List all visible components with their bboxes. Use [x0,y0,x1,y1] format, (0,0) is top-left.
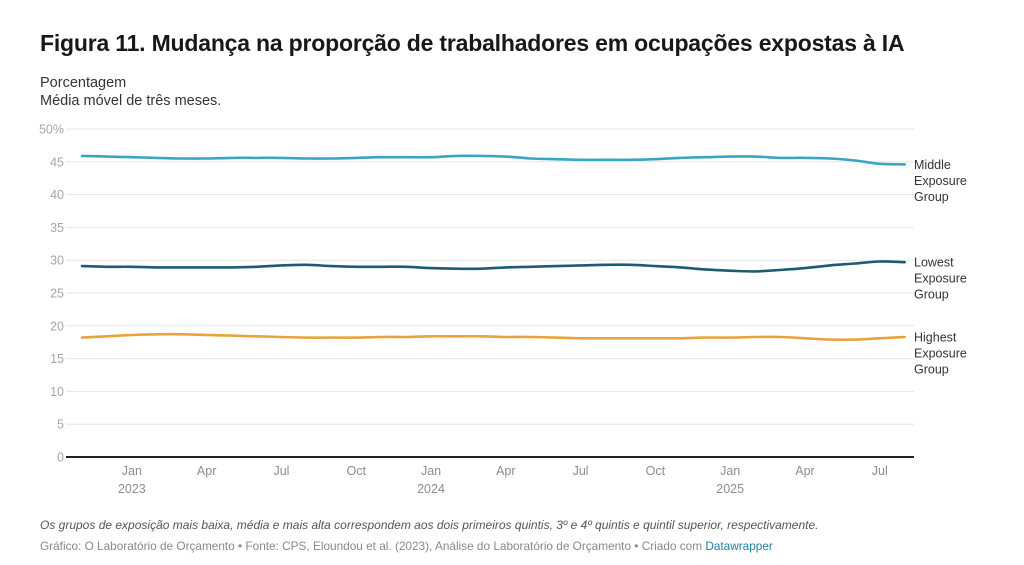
subtitle-description: Média móvel de três meses. [40,93,222,109]
y-tick-label: 50% [39,123,64,137]
x-tick-label: Jan [720,464,740,478]
y-tick-label: 40 [50,188,64,202]
x-tick-label: Jul [273,464,289,478]
series-label-line: Exposure [914,174,967,188]
series-line-lowest-exposure-group [80,260,906,273]
series-label-line: Exposure [914,346,967,360]
x-tick-year-label: 2024 [417,482,445,496]
x-tick-label: Oct [347,464,367,478]
series-lines [80,154,906,342]
series-label-line: Middle [914,158,951,172]
chart-notes: Os grupos de exposição mais baixa, média… [40,518,819,532]
gridlines [66,128,914,458]
x-tick-year-label: 2023 [118,482,146,496]
y-tick-label: 15 [50,352,64,366]
series-label-line: Group [914,190,949,204]
y-tick-label: 30 [50,254,64,268]
series-label-line: Highest [914,330,957,344]
y-tick-label: 0 [57,451,64,465]
y-tick-label: 20 [50,319,64,333]
y-tick-label: 25 [50,287,64,301]
x-tick-label: Jan [421,464,441,478]
series-line-middle-exposure-group [80,154,906,166]
x-tick-label: Jul [872,464,888,478]
series-label-line: Lowest [914,256,954,270]
chart-subtitle: Porcentagem Média móvel de três meses. [40,74,221,110]
series-label-line: Exposure [914,272,967,286]
x-tick-label: Oct [646,464,666,478]
x-axis-ticks: Jan 2023 Apr Jul Oct Jan 2024 Apr Jul Oct Jan 2025 A… [118,464,888,496]
x-tick-label: Apr [197,464,216,478]
datawrapper-link[interactable]: Datawrapper [705,539,773,553]
subtitle-unit: Porcentagem [40,75,127,91]
series-labels: MiddleExposureGroupLowestExposureGroupHi… [914,158,967,377]
y-tick-label: 45 [50,155,64,169]
chart-byline: Gráfico: O Laboratório de Orçamento • Fo… [40,539,773,553]
y-tick-label: 35 [50,221,64,235]
series-label-middle-exposure-group: Middle Exposure Group [914,158,967,204]
series-label-highest-exposure-group: Highest Exposure Group [914,330,967,376]
series-label-line: Group [914,288,949,302]
x-tick-label: Apr [795,464,814,478]
x-tick-label: Jan [122,464,142,478]
series-label-lowest-exposure-group: Lowest Exposure Group [914,256,967,302]
x-tick-label: Jul [573,464,589,478]
chart-title: Figura 11. Mudança na proporção de traba… [40,30,905,56]
series-label-line: Group [914,362,949,376]
byline-text: Gráfico: O Laboratório de Orçamento • Fo… [40,539,706,553]
x-tick-year-label: 2025 [716,482,744,496]
y-tick-label: 10 [50,385,64,399]
x-tick-label: Apr [496,464,515,478]
y-axis-ticks: 0 5 10 15 20 25 30 35 40 45 50% [39,123,64,465]
series-line-highest-exposure-group [80,332,906,342]
y-tick-label: 5 [57,418,64,432]
